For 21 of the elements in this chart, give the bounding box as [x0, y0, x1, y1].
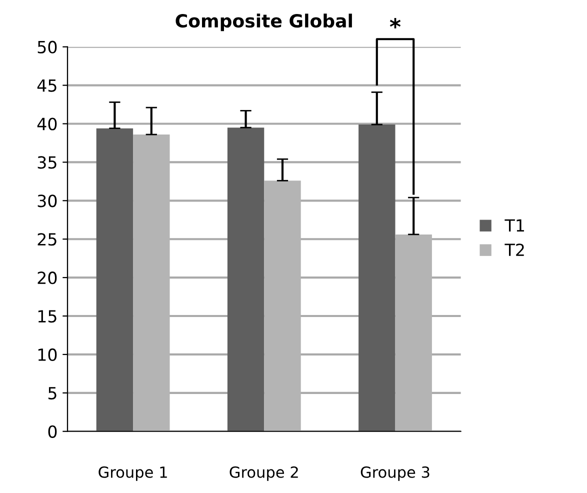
y-tick-label: 50: [38, 40, 57, 54]
y-tick-label: 15: [38, 310, 56, 323]
chart-title: Composite Global: [176, 14, 352, 32]
x-tick-label: Groupe 3: [360, 466, 430, 481]
bar: [96, 128, 134, 432]
x-tick-label: Groupe 1: [98, 466, 167, 481]
bar: [227, 128, 264, 432]
y-tick-label: 0: [48, 425, 57, 438]
y-tick-label: 5: [48, 387, 56, 400]
legend-label: T2: [504, 244, 524, 256]
bar: [358, 124, 396, 432]
x-tick-label: Groupe 2: [230, 466, 298, 481]
y-tick-label: 45: [37, 79, 56, 92]
y-tick-label: 20: [38, 272, 57, 284]
y-tick-label: 10: [38, 348, 57, 362]
y-tick-label: 30: [38, 194, 57, 208]
legend-label: T1: [504, 219, 524, 232]
y-tick-label: 40: [37, 118, 57, 130]
y-tick-label: 25: [38, 233, 56, 246]
y-tick-label: 35: [38, 156, 56, 169]
text: *: [390, 18, 401, 28]
